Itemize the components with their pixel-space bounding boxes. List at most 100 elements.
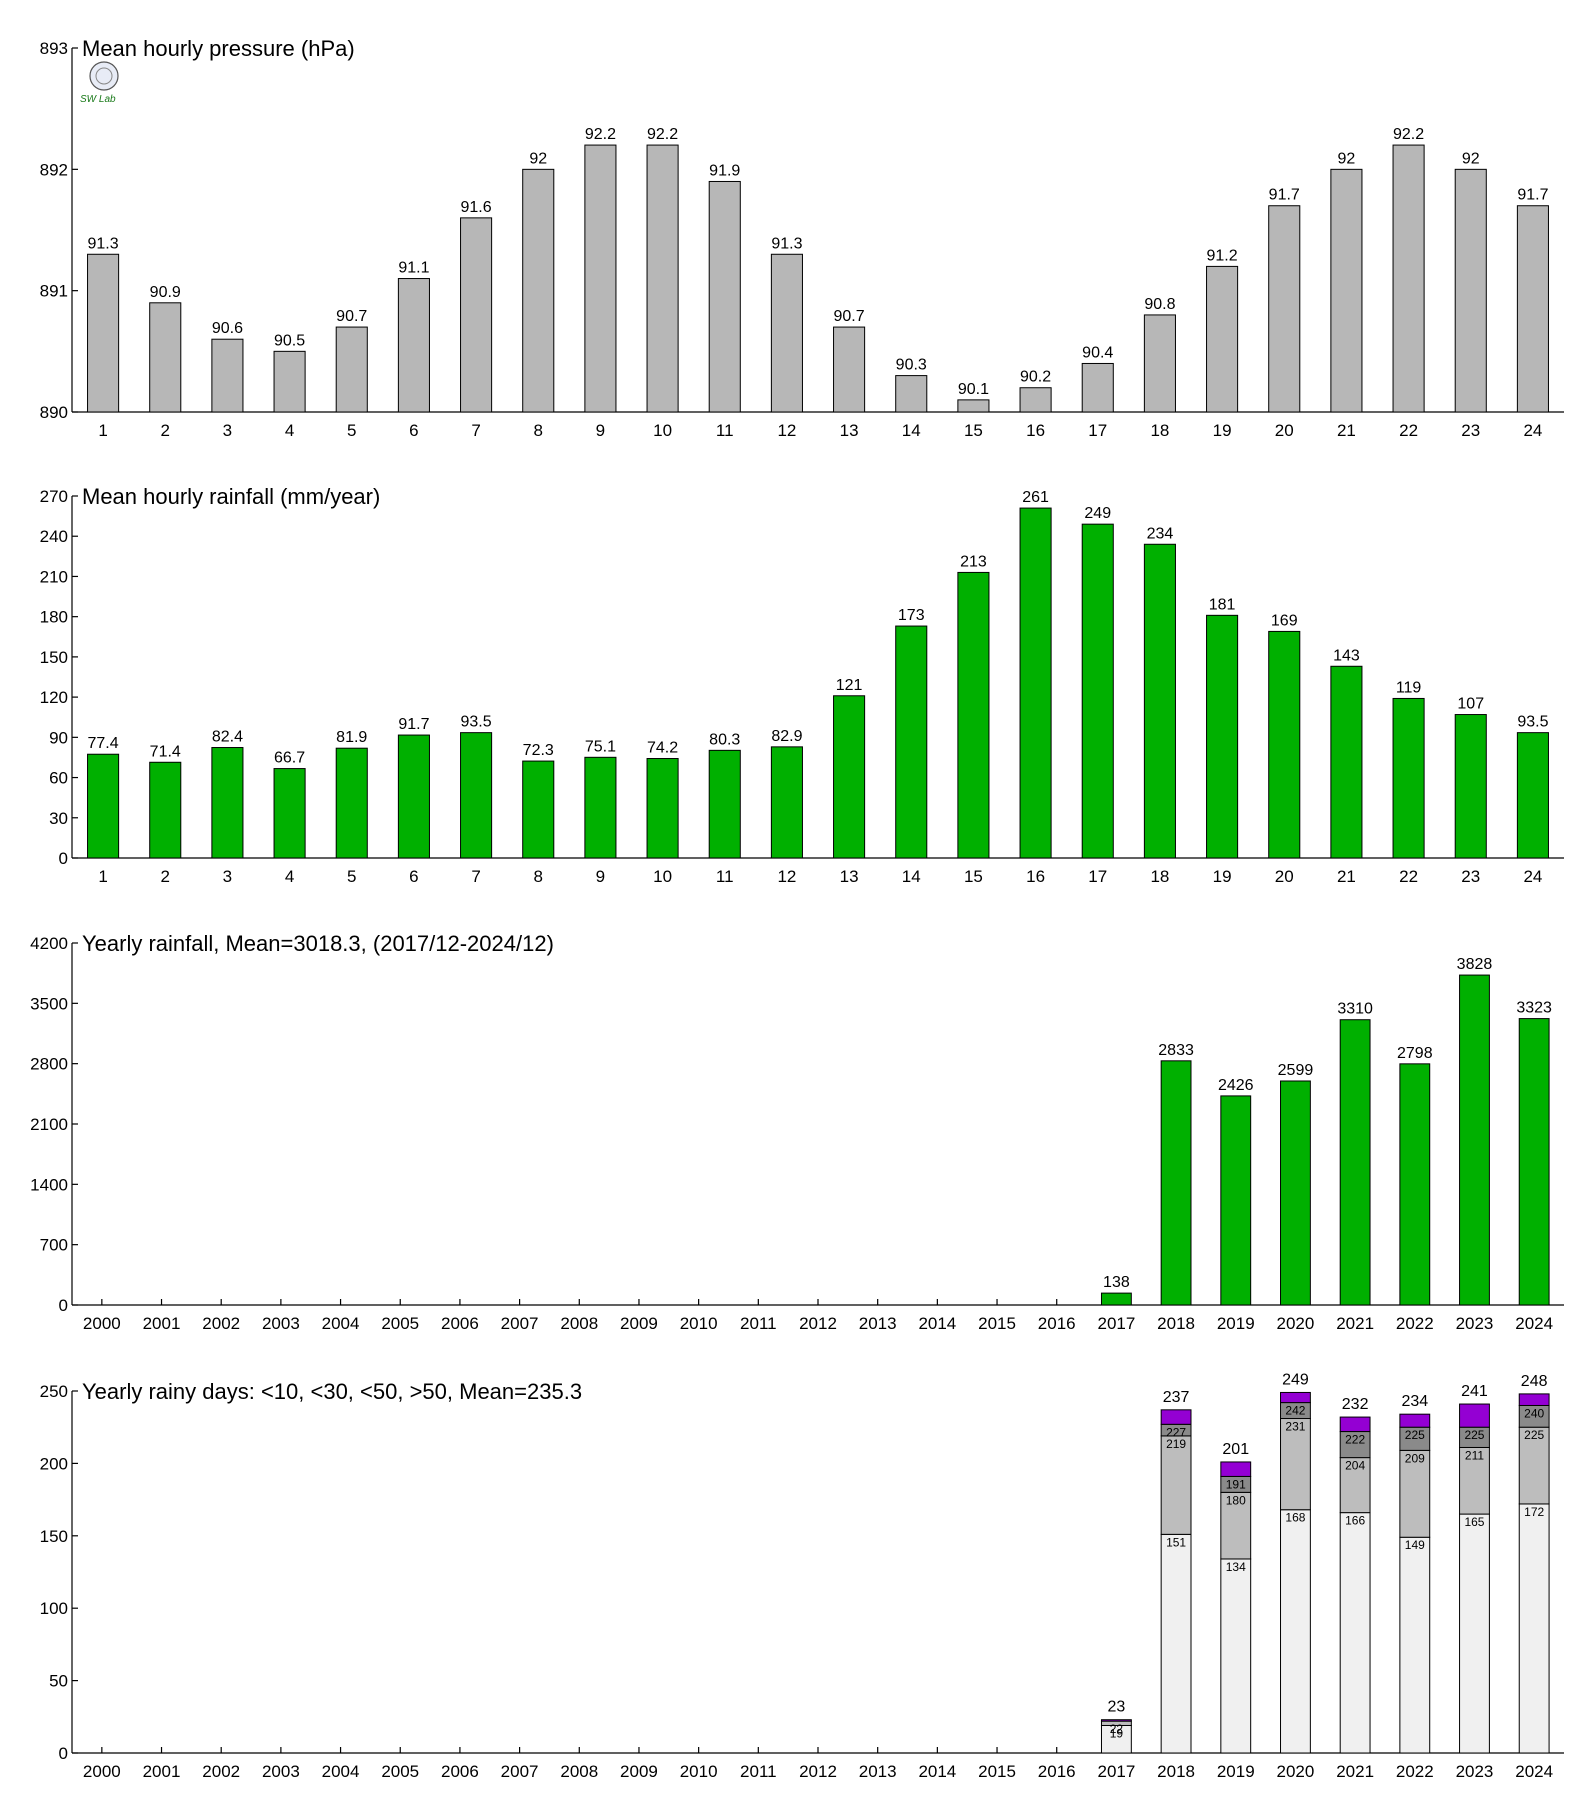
bar — [1280, 1080, 1311, 1306]
bar-total-label: 201 — [1222, 1441, 1249, 1458]
segment-value-label: 166 — [1345, 1514, 1365, 1528]
x-tick-label: 1 — [98, 867, 107, 886]
x-tick-label: 16 — [1026, 421, 1045, 440]
x-tick-label: 3 — [223, 867, 232, 886]
x-tick-label: 2020 — [1277, 1314, 1315, 1333]
x-tick-label: 18 — [1150, 421, 1169, 440]
bar — [833, 695, 866, 859]
bar — [1019, 507, 1052, 859]
bar — [522, 760, 555, 859]
x-tick-label: 2014 — [918, 1762, 956, 1781]
x-tick-label: 2016 — [1038, 1314, 1076, 1333]
segment-value-label: 227 — [1166, 1425, 1186, 1439]
y-tick-label: 0 — [59, 1296, 68, 1315]
bar-segment-lt30 — [1399, 1449, 1431, 1538]
bar-value-label: 90.5 — [274, 332, 305, 349]
x-tick-label: 2019 — [1217, 1762, 1255, 1781]
bar-value-label: 81.9 — [336, 729, 367, 746]
x-tick-label: 9 — [596, 867, 605, 886]
hourly-rainfall-chart: Mean hourly rainfall (mm/year)0306090120… — [40, 484, 1564, 886]
bar — [149, 761, 182, 859]
bar-total-label: 232 — [1342, 1396, 1369, 1413]
bar-value-label: 90.1 — [958, 381, 989, 398]
x-tick-label: 20 — [1275, 421, 1294, 440]
x-tick-label: 2006 — [441, 1314, 479, 1333]
x-tick-label: 17 — [1088, 421, 1107, 440]
bar-value-label: 92 — [529, 150, 547, 167]
segment-value-label: 209 — [1405, 1451, 1425, 1465]
x-tick-label: 14 — [902, 421, 921, 440]
bar-segment-gt50 — [1100, 1719, 1132, 1722]
bar-segment-gt50 — [1160, 1409, 1192, 1425]
segment-value-label: 219 — [1166, 1437, 1186, 1451]
bar — [1081, 362, 1114, 413]
chart-title: Mean hourly rainfall (mm/year) — [82, 484, 380, 509]
bar-segment-lt10 — [1339, 1512, 1371, 1754]
bar-value-label: 74.2 — [647, 740, 678, 757]
bar-value-label: 2426 — [1218, 1077, 1254, 1094]
x-tick-label: 2008 — [560, 1762, 598, 1781]
segment-value-label: 172 — [1524, 1505, 1544, 1519]
x-tick-label: 2021 — [1336, 1314, 1374, 1333]
segment-value-label: 231 — [1285, 1420, 1305, 1434]
bar-segment-lt10 — [1399, 1536, 1431, 1754]
y-tick-label: 4200 — [30, 934, 68, 953]
segment-value-label: 204 — [1345, 1459, 1365, 1473]
segment-value-label: 22 — [1110, 1722, 1124, 1736]
bar — [149, 302, 182, 413]
x-tick-label: 2022 — [1396, 1762, 1434, 1781]
bar — [895, 375, 928, 413]
bar-value-label: 80.3 — [709, 731, 740, 748]
x-tick-label: 2015 — [978, 1314, 1016, 1333]
x-tick-label: 11 — [716, 867, 734, 886]
bar-segment-lt30 — [1518, 1426, 1550, 1505]
bar — [460, 217, 493, 413]
bar — [211, 338, 244, 413]
y-tick-label: 30 — [49, 809, 68, 828]
x-tick-label: 10 — [653, 421, 672, 440]
x-tick-label: 4 — [285, 867, 294, 886]
y-tick-label: 90 — [49, 728, 68, 747]
x-tick-label: 7 — [471, 421, 480, 440]
bar — [646, 758, 679, 859]
bar — [833, 326, 866, 413]
x-tick-label: 2003 — [262, 1762, 300, 1781]
bar-segment-lt30 — [1160, 1435, 1192, 1535]
y-tick-label: 250 — [40, 1382, 68, 1401]
bar-value-label: 90.7 — [336, 308, 367, 325]
bar-value-label: 3828 — [1457, 956, 1493, 973]
chart-title: Yearly rainy days: <10, <30, <50, >50, M… — [82, 1379, 582, 1404]
y-tick-label: 892 — [40, 160, 68, 179]
y-tick-label: 200 — [40, 1454, 68, 1473]
bar — [1459, 974, 1490, 1306]
bar — [1392, 697, 1425, 859]
bar-segment-lt50 — [1339, 1431, 1371, 1459]
bar — [211, 747, 244, 859]
bar — [1454, 714, 1487, 859]
x-tick-label: 2017 — [1097, 1762, 1135, 1781]
y-tick-label: 2100 — [30, 1115, 68, 1134]
y-tick-label: 60 — [49, 769, 68, 788]
bar-value-label: 66.7 — [274, 750, 305, 767]
y-tick-label: 890 — [40, 403, 68, 422]
x-tick-label: 2000 — [83, 1314, 121, 1333]
y-tick-label: 150 — [40, 648, 68, 667]
y-tick-label: 270 — [40, 487, 68, 506]
x-tick-label: 2019 — [1217, 1314, 1255, 1333]
segment-value-label: 151 — [1166, 1535, 1186, 1549]
bar — [1143, 314, 1176, 413]
bar-value-label: 91.3 — [88, 235, 119, 252]
x-tick-label: 23 — [1461, 421, 1480, 440]
x-tick-label: 2015 — [978, 1762, 1016, 1781]
bar-value-label: 75.1 — [585, 738, 616, 755]
bar-segment-lt10 — [1280, 1509, 1311, 1754]
yearly-rainfall-chart: Yearly rainfall, Mean=3018.3, (2017/12-2… — [30, 931, 1564, 1333]
yearly-rainy-days-chart: Yearly rainy days: <10, <30, <50, >50, M… — [40, 1371, 1564, 1781]
x-tick-label: 10 — [653, 867, 672, 886]
y-tick-label: 120 — [40, 688, 68, 707]
bar — [1330, 665, 1363, 859]
x-tick-label: 2004 — [322, 1314, 360, 1333]
bar-value-label: 169 — [1271, 612, 1298, 629]
x-tick-label: 9 — [596, 421, 605, 440]
